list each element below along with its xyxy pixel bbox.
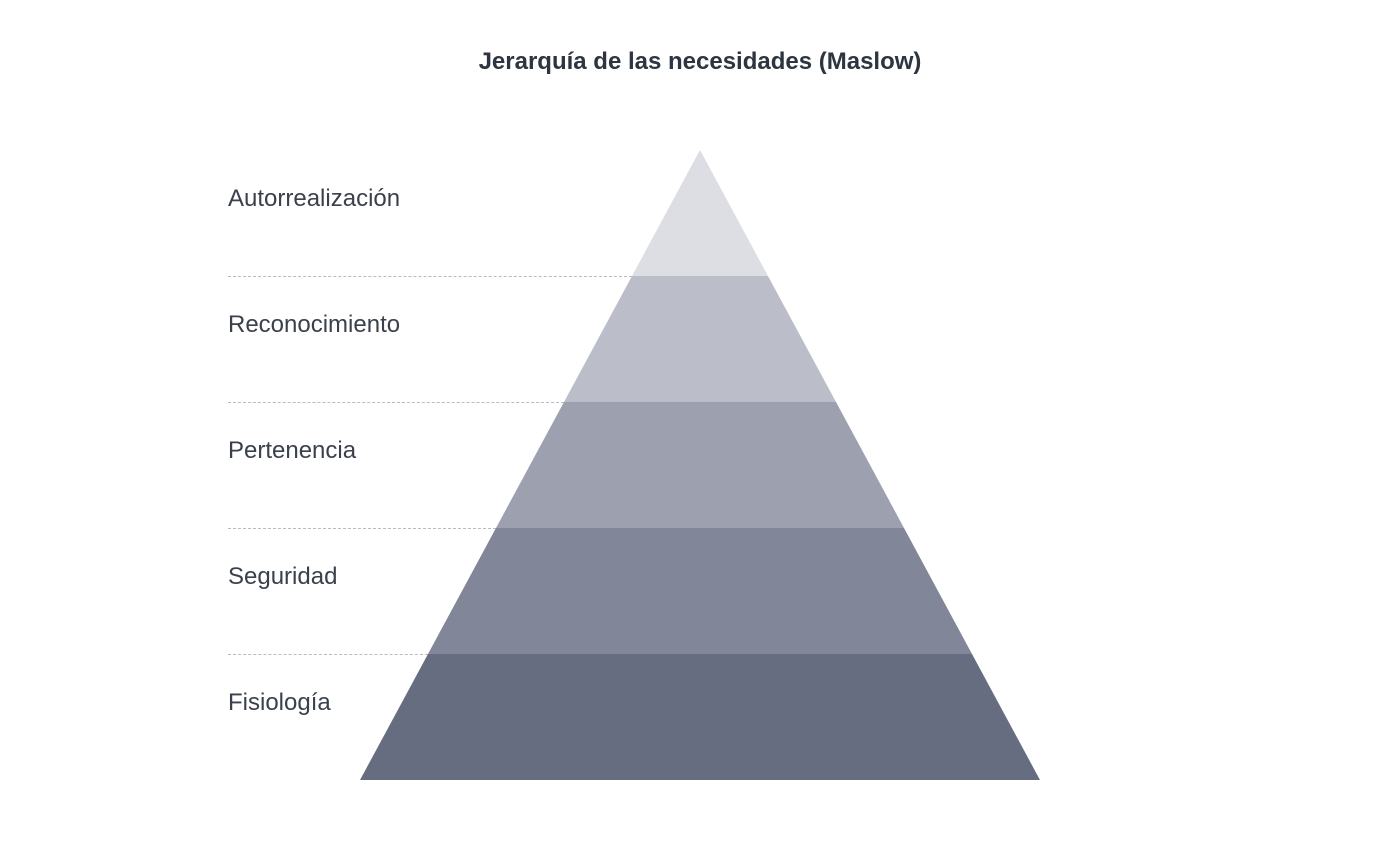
pyramid-level-label: Seguridad (228, 563, 355, 591)
pyramid (360, 150, 1040, 780)
pyramid-level-label: Fisiología (228, 689, 349, 717)
pyramid-level (360, 402, 1040, 528)
pyramid-wrapper (360, 150, 1040, 780)
pyramid-level (360, 276, 1040, 402)
pyramid-level (360, 654, 1040, 780)
pyramid-level (360, 150, 1040, 276)
pyramid-level (360, 528, 1040, 654)
diagram-container: Jerarquía de las necesidades (Maslow) Au… (0, 0, 1400, 850)
diagram-title: Jerarquía de las necesidades (Maslow) (479, 48, 922, 76)
pyramid-level-label: Pertenencia (228, 437, 374, 465)
